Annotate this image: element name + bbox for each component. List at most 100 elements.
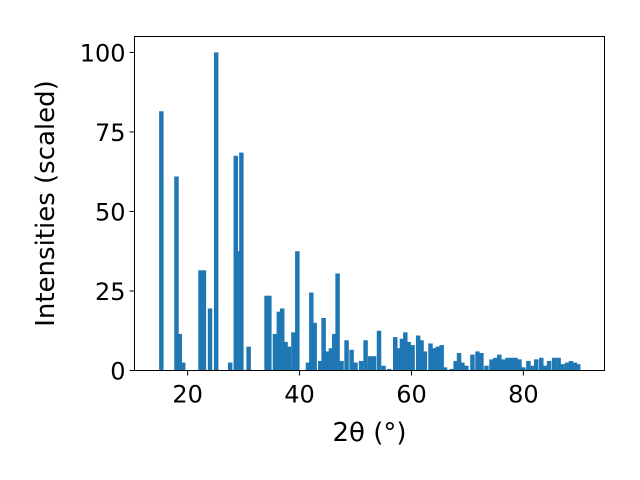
bar: [428, 343, 433, 371]
bar: [517, 359, 522, 371]
y-axis-ticks: 0 25 50 75 100: [80, 39, 135, 386]
bar: [406, 341, 411, 371]
bar: [399, 338, 405, 371]
bar: [422, 351, 428, 371]
bar: [286, 346, 292, 371]
bar: [509, 357, 514, 371]
x-axis-label: 2θ (°): [332, 418, 406, 448]
bar: [180, 362, 186, 371]
bar: [291, 332, 296, 371]
bar: [526, 360, 531, 371]
bar: [432, 348, 437, 371]
bar: [415, 335, 421, 371]
bar: [367, 356, 373, 371]
bar: [386, 368, 392, 371]
x-tick-label: 60: [396, 381, 427, 409]
bar: [381, 365, 386, 371]
bar: [213, 52, 219, 371]
bar: [449, 368, 454, 371]
y-tick-label: 100: [80, 39, 126, 67]
bar: [321, 318, 326, 371]
bar: [530, 365, 536, 371]
y-tick-label: 0: [110, 358, 125, 386]
bar: [572, 362, 578, 371]
bar: [305, 362, 311, 371]
bar: [489, 359, 494, 371]
x-axis-ticks: 20 40 60 80: [172, 370, 539, 409]
bar: [497, 354, 502, 371]
y-tick-label: 25: [95, 278, 126, 306]
bar: [295, 251, 300, 371]
bar: [363, 340, 368, 371]
bar: [575, 364, 581, 371]
bar: [439, 345, 444, 371]
bar: [309, 292, 314, 371]
plot-frame: [134, 36, 605, 371]
y-tick-label: 75: [95, 119, 126, 147]
bar: [396, 348, 401, 371]
bar: [358, 360, 364, 371]
bar: [328, 348, 334, 371]
bar: [279, 308, 285, 371]
bar: [174, 176, 179, 371]
x-tick-label: 80: [508, 381, 539, 409]
bar: [393, 337, 398, 371]
bar: [419, 340, 424, 371]
bar: [177, 333, 183, 371]
bar: [500, 359, 506, 371]
bar: [276, 311, 282, 371]
bar: [470, 354, 475, 371]
bar: [493, 357, 498, 371]
bar: [159, 111, 164, 371]
bar: [479, 353, 484, 371]
bar: [246, 346, 251, 371]
bar: [344, 340, 349, 371]
bar: [353, 362, 358, 371]
bar: [272, 333, 278, 371]
bar: [267, 295, 272, 371]
bar: [403, 332, 408, 371]
bar: [207, 308, 213, 371]
bar: [318, 360, 323, 371]
bar: [453, 360, 458, 371]
bar: [435, 346, 440, 371]
bar: [201, 270, 207, 371]
bar: [312, 322, 317, 371]
x-tick-label: 40: [284, 381, 315, 409]
bar: [539, 357, 544, 371]
bar: [371, 356, 377, 371]
bar: [534, 359, 539, 371]
bar: [484, 365, 489, 371]
x-tick-label: 20: [172, 381, 203, 409]
bar: [233, 155, 239, 371]
bar: [264, 295, 269, 371]
bar: [564, 362, 570, 371]
bar: [556, 357, 561, 371]
bar: [521, 367, 526, 371]
bar: [239, 152, 244, 371]
bar: [456, 353, 462, 371]
bar: [410, 345, 415, 371]
bar: [551, 357, 557, 371]
bar: [227, 362, 233, 371]
bar: [198, 270, 203, 371]
bar: [568, 360, 574, 371]
bar: [542, 365, 548, 371]
bar: [442, 367, 448, 371]
bar: [560, 364, 565, 371]
bar: [460, 362, 465, 371]
bar: [505, 357, 510, 371]
bar: [339, 360, 344, 371]
bar: [325, 351, 330, 371]
bar: [283, 341, 288, 371]
y-tick-label: 50: [95, 198, 126, 226]
bar: [332, 333, 337, 371]
bar: [475, 351, 480, 371]
bar: [349, 349, 354, 371]
bar: [546, 360, 552, 371]
bar: [513, 357, 518, 371]
bar: [236, 251, 241, 371]
bar: [335, 273, 340, 371]
bar: [464, 365, 469, 371]
